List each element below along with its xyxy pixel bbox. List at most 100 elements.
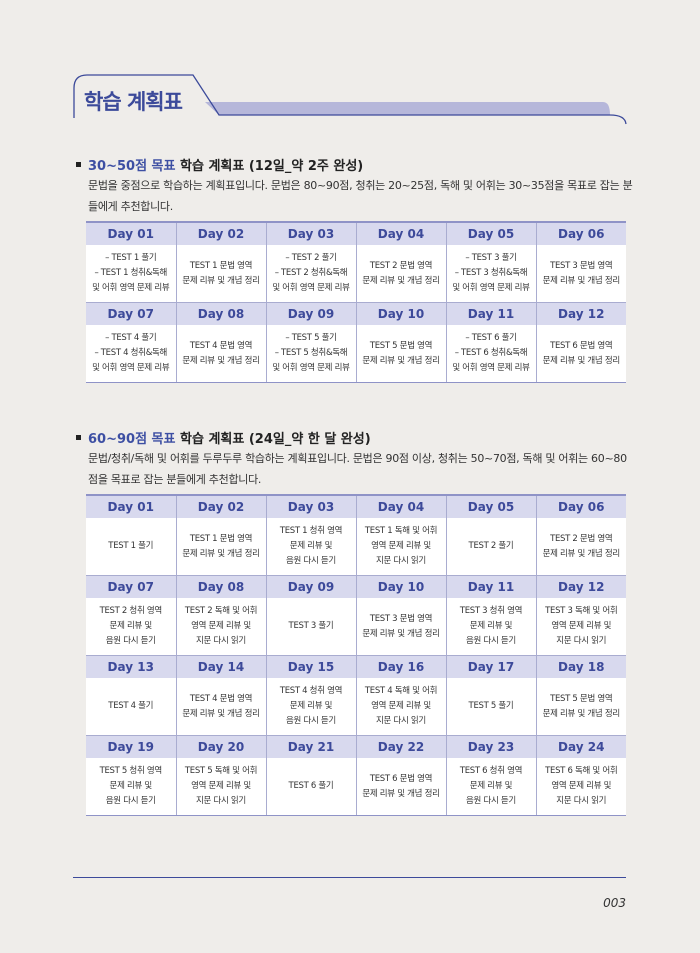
day-task: TEST 1 청취 영역 문제 리뷰 및 음원 다시 듣기 xyxy=(265,518,356,576)
day-label: Day 18 xyxy=(535,655,626,678)
task-row: – TEST 4 풀기 – TEST 4 청취&독해 및 어휘 영역 문제 리뷰… xyxy=(86,325,626,383)
day-label: Day 04 xyxy=(355,221,446,245)
section-1-heading: 30~50점 목표 학습 계획표 (12일_약 2주 완성) xyxy=(76,155,363,174)
footer-divider xyxy=(73,877,626,878)
day-task: TEST 2 풀기 xyxy=(445,518,536,576)
day-label: Day 22 xyxy=(355,735,446,758)
section-2-title: 학습 계획표 (24일_약 한 달 완성) xyxy=(175,432,371,447)
day-task: TEST 6 풀기 xyxy=(265,758,356,816)
day-label: Day 07 xyxy=(86,575,176,598)
day-task: TEST 3 독해 및 어휘 영역 문제 리뷰 및 지문 다시 읽기 xyxy=(535,598,626,656)
day-label: Day 10 xyxy=(355,575,446,598)
day-label: Day 01 xyxy=(86,221,176,245)
day-task: TEST 4 문법 영역 문제 리뷰 및 개념 정리 xyxy=(175,678,266,736)
page-number: 003 xyxy=(603,896,626,910)
day-label: Day 08 xyxy=(175,575,266,598)
day-label: Day 03 xyxy=(265,494,356,518)
day-label: Day 09 xyxy=(265,302,356,325)
day-label: Day 09 xyxy=(265,575,356,598)
bullet-icon xyxy=(76,162,81,167)
title-banner xyxy=(73,74,628,126)
banner-shape xyxy=(73,74,627,125)
section-2-description: 문법/청취/독해 및 어휘를 두루두루 학습하는 계획표입니다. 문법은 90점… xyxy=(88,452,627,486)
day-label: Day 02 xyxy=(175,494,266,518)
day-task: – TEST 1 풀기 – TEST 1 청취&독해 및 어휘 영역 문제 리뷰 xyxy=(86,245,176,303)
page-title: 학습 계획표 xyxy=(84,90,183,114)
day-label: Day 24 xyxy=(535,735,626,758)
day-task: – TEST 6 풀기 – TEST 6 청취&독해 및 어휘 영역 문제 리뷰 xyxy=(445,325,536,383)
day-task: TEST 1 풀기 xyxy=(86,518,176,576)
day-task: TEST 2 청취 영역 문제 리뷰 및 음원 다시 듣기 xyxy=(86,598,176,656)
day-header-row: Day 19 Day 20 Day 21 Day 22 Day 23 Day 24 xyxy=(86,735,626,758)
day-label: Day 12 xyxy=(535,575,626,598)
day-task: TEST 4 청취 영역 문제 리뷰 및 음원 다시 듣기 xyxy=(265,678,356,736)
day-task: – TEST 4 풀기 – TEST 4 청취&독해 및 어휘 영역 문제 리뷰 xyxy=(86,325,176,383)
day-task: TEST 2 문법 영역 문제 리뷰 및 개념 정리 xyxy=(355,245,446,303)
plan-table-24-days: Day 01 Day 02 Day 03 Day 04 Day 05 Day 06 TEST… xyxy=(86,494,626,816)
day-label: Day 10 xyxy=(355,302,446,325)
task-row: TEST 1 풀기 TEST 1 문법 영역 문제 리뷰 및 개념 정리 TEST … xyxy=(86,518,626,576)
day-task: TEST 6 문법 영역 문제 리뷰 및 개념 정리 xyxy=(355,758,446,816)
bullet-icon xyxy=(76,435,81,440)
day-label: Day 23 xyxy=(445,735,536,758)
day-task: TEST 1 문법 영역 문제 리뷰 및 개념 정리 xyxy=(175,245,266,303)
day-task: TEST 4 문법 영역 문제 리뷰 및 개념 정리 xyxy=(175,325,266,383)
day-task: TEST 1 독해 및 어휘 영역 문제 리뷰 및 지문 다시 읽기 xyxy=(355,518,446,576)
day-task: – TEST 5 풀기 – TEST 5 청취&독해 및 어휘 영역 문제 리뷰 xyxy=(265,325,356,383)
day-task: TEST 5 풀기 xyxy=(445,678,536,736)
task-row: – TEST 1 풀기 – TEST 1 청취&독해 및 어휘 영역 문제 리뷰… xyxy=(86,245,626,303)
day-header-row: Day 01 Day 02 Day 03 Day 04 Day 05 Day 06 xyxy=(86,494,626,518)
day-label: Day 05 xyxy=(445,221,536,245)
plan-table-12-days: Day 01 Day 02 Day 03 Day 04 Day 05 Day 06– TE… xyxy=(86,221,626,383)
section-2-heading: 60~90점 목표 학습 계획표 (24일_약 한 달 완성) xyxy=(76,428,371,447)
section-2-accent: 60~90점 목표 xyxy=(88,432,176,447)
day-task: TEST 1 문법 영역 문제 리뷰 및 개념 정리 xyxy=(175,518,266,576)
day-header-row: Day 01 Day 02 Day 03 Day 04 Day 05 Day 06 xyxy=(86,221,626,245)
day-task: TEST 2 문법 영역 문제 리뷰 및 개념 정리 xyxy=(535,518,626,576)
day-task: – TEST 3 풀기 – TEST 3 청취&독해 및 어휘 영역 문제 리뷰 xyxy=(445,245,536,303)
day-label: Day 06 xyxy=(535,494,626,518)
day-header-row: Day 07 Day 08 Day 09 Day 10 Day 11 Day 12 xyxy=(86,302,626,325)
day-label: Day 19 xyxy=(86,735,176,758)
day-task: TEST 6 문법 영역 문제 리뷰 및 개념 정리 xyxy=(535,325,626,383)
day-task: TEST 5 청취 영역 문제 리뷰 및 음원 다시 듣기 xyxy=(86,758,176,816)
day-label: Day 05 xyxy=(445,494,536,518)
day-task: TEST 5 독해 및 어휘 영역 문제 리뷰 및 지문 다시 읽기 xyxy=(175,758,266,816)
day-task: TEST 4 독해 및 어휘 영역 문제 리뷰 및 지문 다시 읽기 xyxy=(355,678,446,736)
day-label: Day 02 xyxy=(175,221,266,245)
day-task: TEST 5 문법 영역 문제 리뷰 및 개념 정리 xyxy=(355,325,446,383)
task-row: TEST 4 풀기 TEST 4 문법 영역 문제 리뷰 및 개념 정리 TEST … xyxy=(86,678,626,736)
day-label: Day 20 xyxy=(175,735,266,758)
day-task: – TEST 2 풀기 – TEST 2 청취&독해 및 어휘 영역 문제 리뷰 xyxy=(265,245,356,303)
task-row: TEST 5 청취 영역 문제 리뷰 및 음원 다시 듣기 TEST 5 독해 및… xyxy=(86,758,626,816)
day-task: TEST 3 풀기 xyxy=(265,598,356,656)
day-task: TEST 2 독해 및 어휘 영역 문제 리뷰 및 지문 다시 읽기 xyxy=(175,598,266,656)
day-task: TEST 3 청취 영역 문제 리뷰 및 음원 다시 듣기 xyxy=(445,598,536,656)
day-label: Day 08 xyxy=(175,302,266,325)
day-task: TEST 3 문법 영역 문제 리뷰 및 개념 정리 xyxy=(355,598,446,656)
day-header-row: Day 07 Day 08 Day 09 Day 10 Day 11 Day 12 xyxy=(86,575,626,598)
day-label: Day 15 xyxy=(265,655,356,678)
day-header-row: Day 13 Day 14 Day 15 Day 16 Day 17 Day 18 xyxy=(86,655,626,678)
day-label: Day 01 xyxy=(86,494,176,518)
section-1-accent: 30~50점 목표 xyxy=(88,159,176,174)
section-1-description: 문법을 중점으로 학습하는 계획표입니다. 문법은 80~90점, 청취는 20… xyxy=(88,179,633,213)
section-1-title: 학습 계획표 (12일_약 2주 완성) xyxy=(175,159,364,174)
day-label: Day 21 xyxy=(265,735,356,758)
day-task: TEST 3 문법 영역 문제 리뷰 및 개념 정리 xyxy=(535,245,626,303)
day-label: Day 11 xyxy=(445,302,536,325)
day-label: Day 07 xyxy=(86,302,176,325)
day-task: TEST 6 청취 영역 문제 리뷰 및 음원 다시 듣기 xyxy=(445,758,536,816)
day-task: TEST 5 문법 영역 문제 리뷰 및 개념 정리 xyxy=(535,678,626,736)
day-label: Day 06 xyxy=(535,221,626,245)
day-label: Day 14 xyxy=(175,655,266,678)
day-label: Day 16 xyxy=(355,655,446,678)
day-task: TEST 4 풀기 xyxy=(86,678,176,736)
day-label: Day 17 xyxy=(445,655,536,678)
day-label: Day 04 xyxy=(355,494,446,518)
day-label: Day 03 xyxy=(265,221,356,245)
day-label: Day 12 xyxy=(535,302,626,325)
day-label: Day 11 xyxy=(445,575,536,598)
day-label: Day 13 xyxy=(86,655,176,678)
day-task: TEST 6 독해 및 어휘 영역 문제 리뷰 및 지문 다시 읽기 xyxy=(535,758,626,816)
